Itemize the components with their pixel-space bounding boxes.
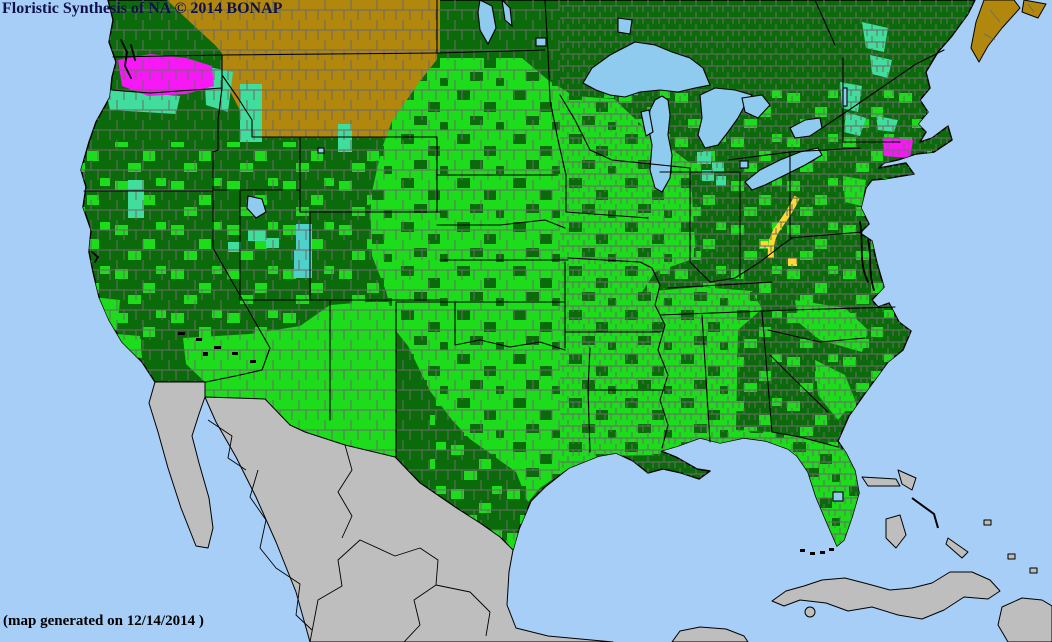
long-island-bahamas	[945, 537, 969, 559]
mississippi-river	[651, 267, 669, 449]
bahama-cay-1	[983, 519, 992, 526]
lake-huron	[697, 87, 753, 149]
bahama-cay-2	[1007, 553, 1016, 560]
pa-md-border	[789, 231, 863, 239]
manitoba-ontario-border	[544, 0, 549, 53]
nova-scotia-county-lines	[983, 3, 1035, 41]
lake-manitoba	[501, 0, 513, 28]
water-detail-lines	[91, 39, 945, 555]
tx-la-border	[587, 347, 591, 453]
map-generated-note: (map generated on 12/14/2014 )	[3, 613, 204, 629]
yucatan-tip	[671, 626, 749, 642]
caribbean-islands	[771, 469, 1052, 642]
georgian-bay	[741, 94, 771, 119]
st-lawrence-river	[821, 49, 945, 129]
lake-erie	[744, 147, 823, 191]
channel-islands	[178, 332, 256, 363]
ia-mo-border	[567, 257, 653, 269]
puget-sound	[120, 39, 136, 79]
cuba	[771, 571, 1001, 620]
ontario-quebec-border	[814, 0, 836, 46]
lakes	[246, 0, 848, 502]
lake-winnipeg	[477, 0, 497, 46]
map-title: Floristic Synthesis of NA © 2014 BONAP	[2, 0, 283, 17]
pa-ny-border	[727, 147, 861, 161]
mexico-mainland	[204, 396, 614, 642]
ne-sd-border	[436, 219, 566, 229]
eleuthera-chain	[911, 497, 939, 529]
us-canada-border	[112, 49, 546, 58]
isle-of-youth	[804, 606, 816, 618]
lake-of-the-woods	[535, 37, 547, 47]
mexico-state-lines	[207, 419, 491, 642]
wi-il-border	[559, 94, 691, 169]
grand-bahama	[861, 476, 901, 487]
or-id-border	[212, 54, 223, 191]
lake-champlain	[842, 87, 848, 107]
al-ms-border	[701, 314, 711, 443]
lake-nipigon	[617, 17, 633, 35]
andros	[885, 514, 907, 549]
florida-keys	[800, 548, 834, 555]
ga-al-border	[761, 311, 773, 433]
tn-nc-va-border	[659, 306, 896, 316]
ca-nv-az-border	[205, 190, 271, 383]
san-francisco-bay	[91, 251, 100, 263]
salton-sea	[203, 352, 208, 356]
state-borders	[83, 0, 901, 458]
lake-okeechobee	[832, 491, 844, 502]
nc-sc-border	[767, 329, 866, 343]
new-england-borders	[842, 57, 901, 143]
lake-superior	[582, 41, 711, 98]
ky-tn-border	[667, 281, 773, 289]
great-salt-lake	[246, 195, 267, 219]
yellowstone-lake	[317, 147, 325, 154]
sc-ga-border	[769, 354, 829, 413]
lake-st-clair	[739, 160, 749, 169]
green-bay	[640, 109, 654, 137]
bahama-cay-3	[1029, 567, 1038, 574]
chesapeake-bay	[859, 221, 875, 291]
mexico-region	[148, 381, 749, 642]
wa-or-border	[111, 87, 223, 94]
baja-peninsula	[148, 381, 214, 549]
abaco	[897, 469, 917, 491]
id-mt-border	[221, 74, 253, 138]
lake-michigan	[647, 95, 673, 193]
ga-fl-border	[771, 431, 839, 448]
ohio-river	[689, 167, 793, 283]
hispaniola	[997, 597, 1052, 642]
mn-west-border	[547, 51, 649, 219]
nova-scotia-peninsula	[970, 0, 1021, 63]
wy-south-border	[299, 189, 441, 213]
